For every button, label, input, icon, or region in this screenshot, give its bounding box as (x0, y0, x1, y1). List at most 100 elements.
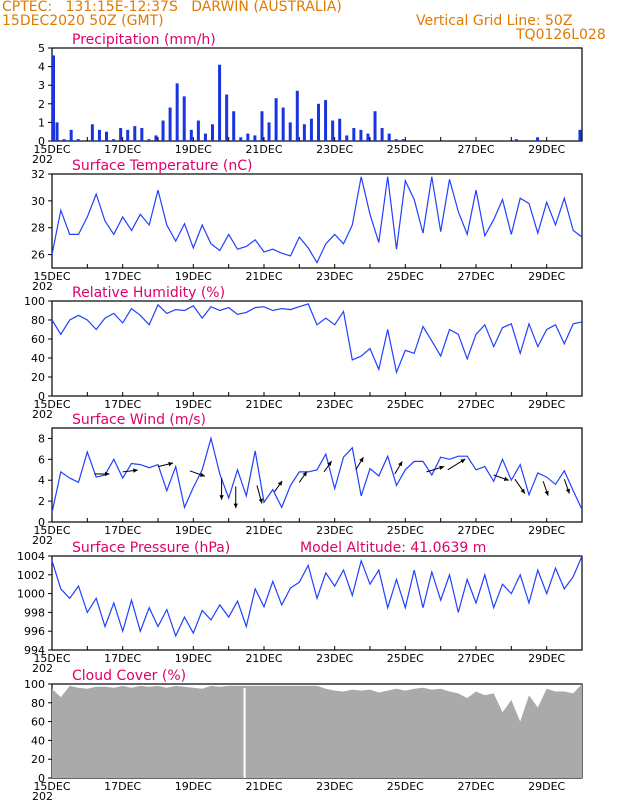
pres-xtick-label-5: 25DEC (387, 652, 424, 665)
precip-xtick-label-3: 21DEC (245, 143, 282, 156)
precip-ytick-label-4: 4 (38, 61, 45, 74)
precip-xtick-label-4: 23DEC (316, 143, 353, 156)
precip-bar (359, 129, 363, 141)
wind-xtick-label-4: 23DEC (316, 524, 353, 537)
precip-ytick-label-0: 0 (38, 135, 45, 148)
rh-xtick-label-3: 21DEC (245, 398, 282, 411)
wind-ytick-label-4: 8 (38, 432, 45, 445)
wind-series-line (51, 436, 583, 513)
precip-bar (352, 127, 356, 141)
precip-ytick-label-1: 1 (38, 116, 45, 129)
header-line1: CPTEC: 131:15E-12:37S DARWIN (AUSTRALIA) (2, 0, 342, 15)
precip-xtick-label-0: 15DEC (33, 143, 70, 156)
wind-xtick-label-2: 19DEC (175, 524, 212, 537)
precip-bar (514, 139, 518, 141)
pres-xtick-label-4: 23DEC (316, 652, 353, 665)
wind-year-label: 202 (32, 534, 53, 547)
precip-bar (345, 135, 349, 141)
wind-arrow-head (520, 488, 525, 494)
temp-ytick-label-0: 26 (31, 249, 45, 262)
precip-bar (154, 135, 158, 141)
precip-bar (401, 139, 405, 141)
precip-bar (317, 103, 321, 141)
wind-title: Surface Wind (m/s) (72, 412, 206, 428)
cloud-xtick-label-2: 19DEC (175, 780, 212, 793)
rh-ytick-label-2: 40 (31, 352, 45, 365)
precip-bar (225, 94, 229, 141)
precip-ytick-label-2: 2 (38, 98, 45, 111)
precip-bar (331, 120, 335, 141)
pres-ytick-label-0: 994 (24, 644, 45, 657)
precip-bar (232, 111, 236, 141)
rh-ytick-label-1: 20 (31, 371, 45, 384)
wind-arrow-head (258, 498, 263, 504)
precip-bar (161, 120, 165, 141)
precip-bar (366, 133, 370, 141)
rh-frame (51, 300, 583, 397)
pres-xtick-label-6: 27DEC (457, 652, 494, 665)
precip-bar (203, 133, 207, 141)
wind-xtick-label-1: 17DEC (104, 524, 141, 537)
precip-bar (338, 118, 342, 141)
rh-xtick-label-1: 17DEC (104, 398, 141, 411)
precip-bar (175, 83, 179, 141)
wind-arrow-head (503, 476, 509, 481)
precip-bar (69, 129, 73, 141)
precip-bar (274, 98, 278, 141)
rh-ytick-label-3: 60 (31, 333, 45, 346)
temp-xtick-label-0: 15DEC (33, 270, 70, 283)
rh-xtick-label-7: 29DEC (528, 398, 565, 411)
wind-arrow-head (168, 462, 174, 467)
precip-bar (309, 118, 313, 141)
precip-bar (55, 122, 59, 141)
wind-xtick-label-6: 27DEC (457, 524, 494, 537)
header-line2: 15DEC2020 50Z (GMT) (2, 13, 164, 29)
rh-ytick-label-5: 100 (24, 295, 45, 308)
cloud-xtick-label-4: 23DEC (316, 780, 353, 793)
wind-arrow-head (327, 461, 332, 466)
wind-xtick-label-7: 29DEC (528, 524, 565, 537)
wind-arrow-head (359, 457, 364, 463)
rh-ytick-label-0: 0 (38, 390, 45, 403)
precip-xtick-label-5: 25DEC (387, 143, 424, 156)
precip-bar (62, 139, 66, 141)
precip-ytick-label-3: 3 (38, 79, 45, 92)
cloud-area (52, 684, 582, 778)
temp-xtick-label-4: 23DEC (316, 270, 353, 283)
precip-xtick-label-1: 17DEC (104, 143, 141, 156)
wind-arrow-head (219, 495, 224, 500)
precip-bar (373, 111, 377, 141)
wind-arrow-head (398, 461, 403, 467)
pres-ytick-label-5: 1004 (17, 550, 45, 563)
wind-arrow-head (105, 471, 110, 477)
precip-bar (97, 129, 101, 141)
temp-xtick-label-3: 21DEC (245, 270, 282, 283)
precip-bar (140, 127, 144, 141)
pres-xtick-label-3: 21DEC (245, 652, 282, 665)
rh-xtick-label-0: 15DEC (33, 398, 70, 411)
wind-arrow-head (233, 503, 238, 509)
temp-xtick-label-6: 27DEC (457, 270, 494, 283)
wind-arrow-head (302, 471, 307, 477)
precip-bar (394, 139, 398, 141)
temp-xtick-label-1: 17DEC (104, 270, 141, 283)
precip-bar (387, 133, 391, 141)
rh-title: Relative Humidity (%) (72, 285, 225, 301)
pres-xtick-label-1: 17DEC (104, 652, 141, 665)
precip-xtick-label-2: 19DEC (175, 143, 212, 156)
precip-bar (239, 137, 243, 141)
precip-bar (211, 124, 215, 141)
temp-ytick-label-3: 32 (31, 168, 45, 181)
precip-bar (90, 124, 94, 141)
precip-bar (295, 90, 299, 141)
precip-bar (105, 131, 109, 141)
precip-bar (76, 139, 80, 141)
precip-bar (302, 124, 306, 141)
rh-xtick-label-2: 19DEC (175, 398, 212, 411)
pres-ytick-label-2: 998 (24, 606, 45, 619)
temp-xtick-label-5: 25DEC (387, 270, 424, 283)
rh-xtick-label-6: 27DEC (457, 398, 494, 411)
cloud-ytick-label-5: 100 (24, 678, 45, 691)
cloud-year-label: 202 (32, 790, 53, 800)
